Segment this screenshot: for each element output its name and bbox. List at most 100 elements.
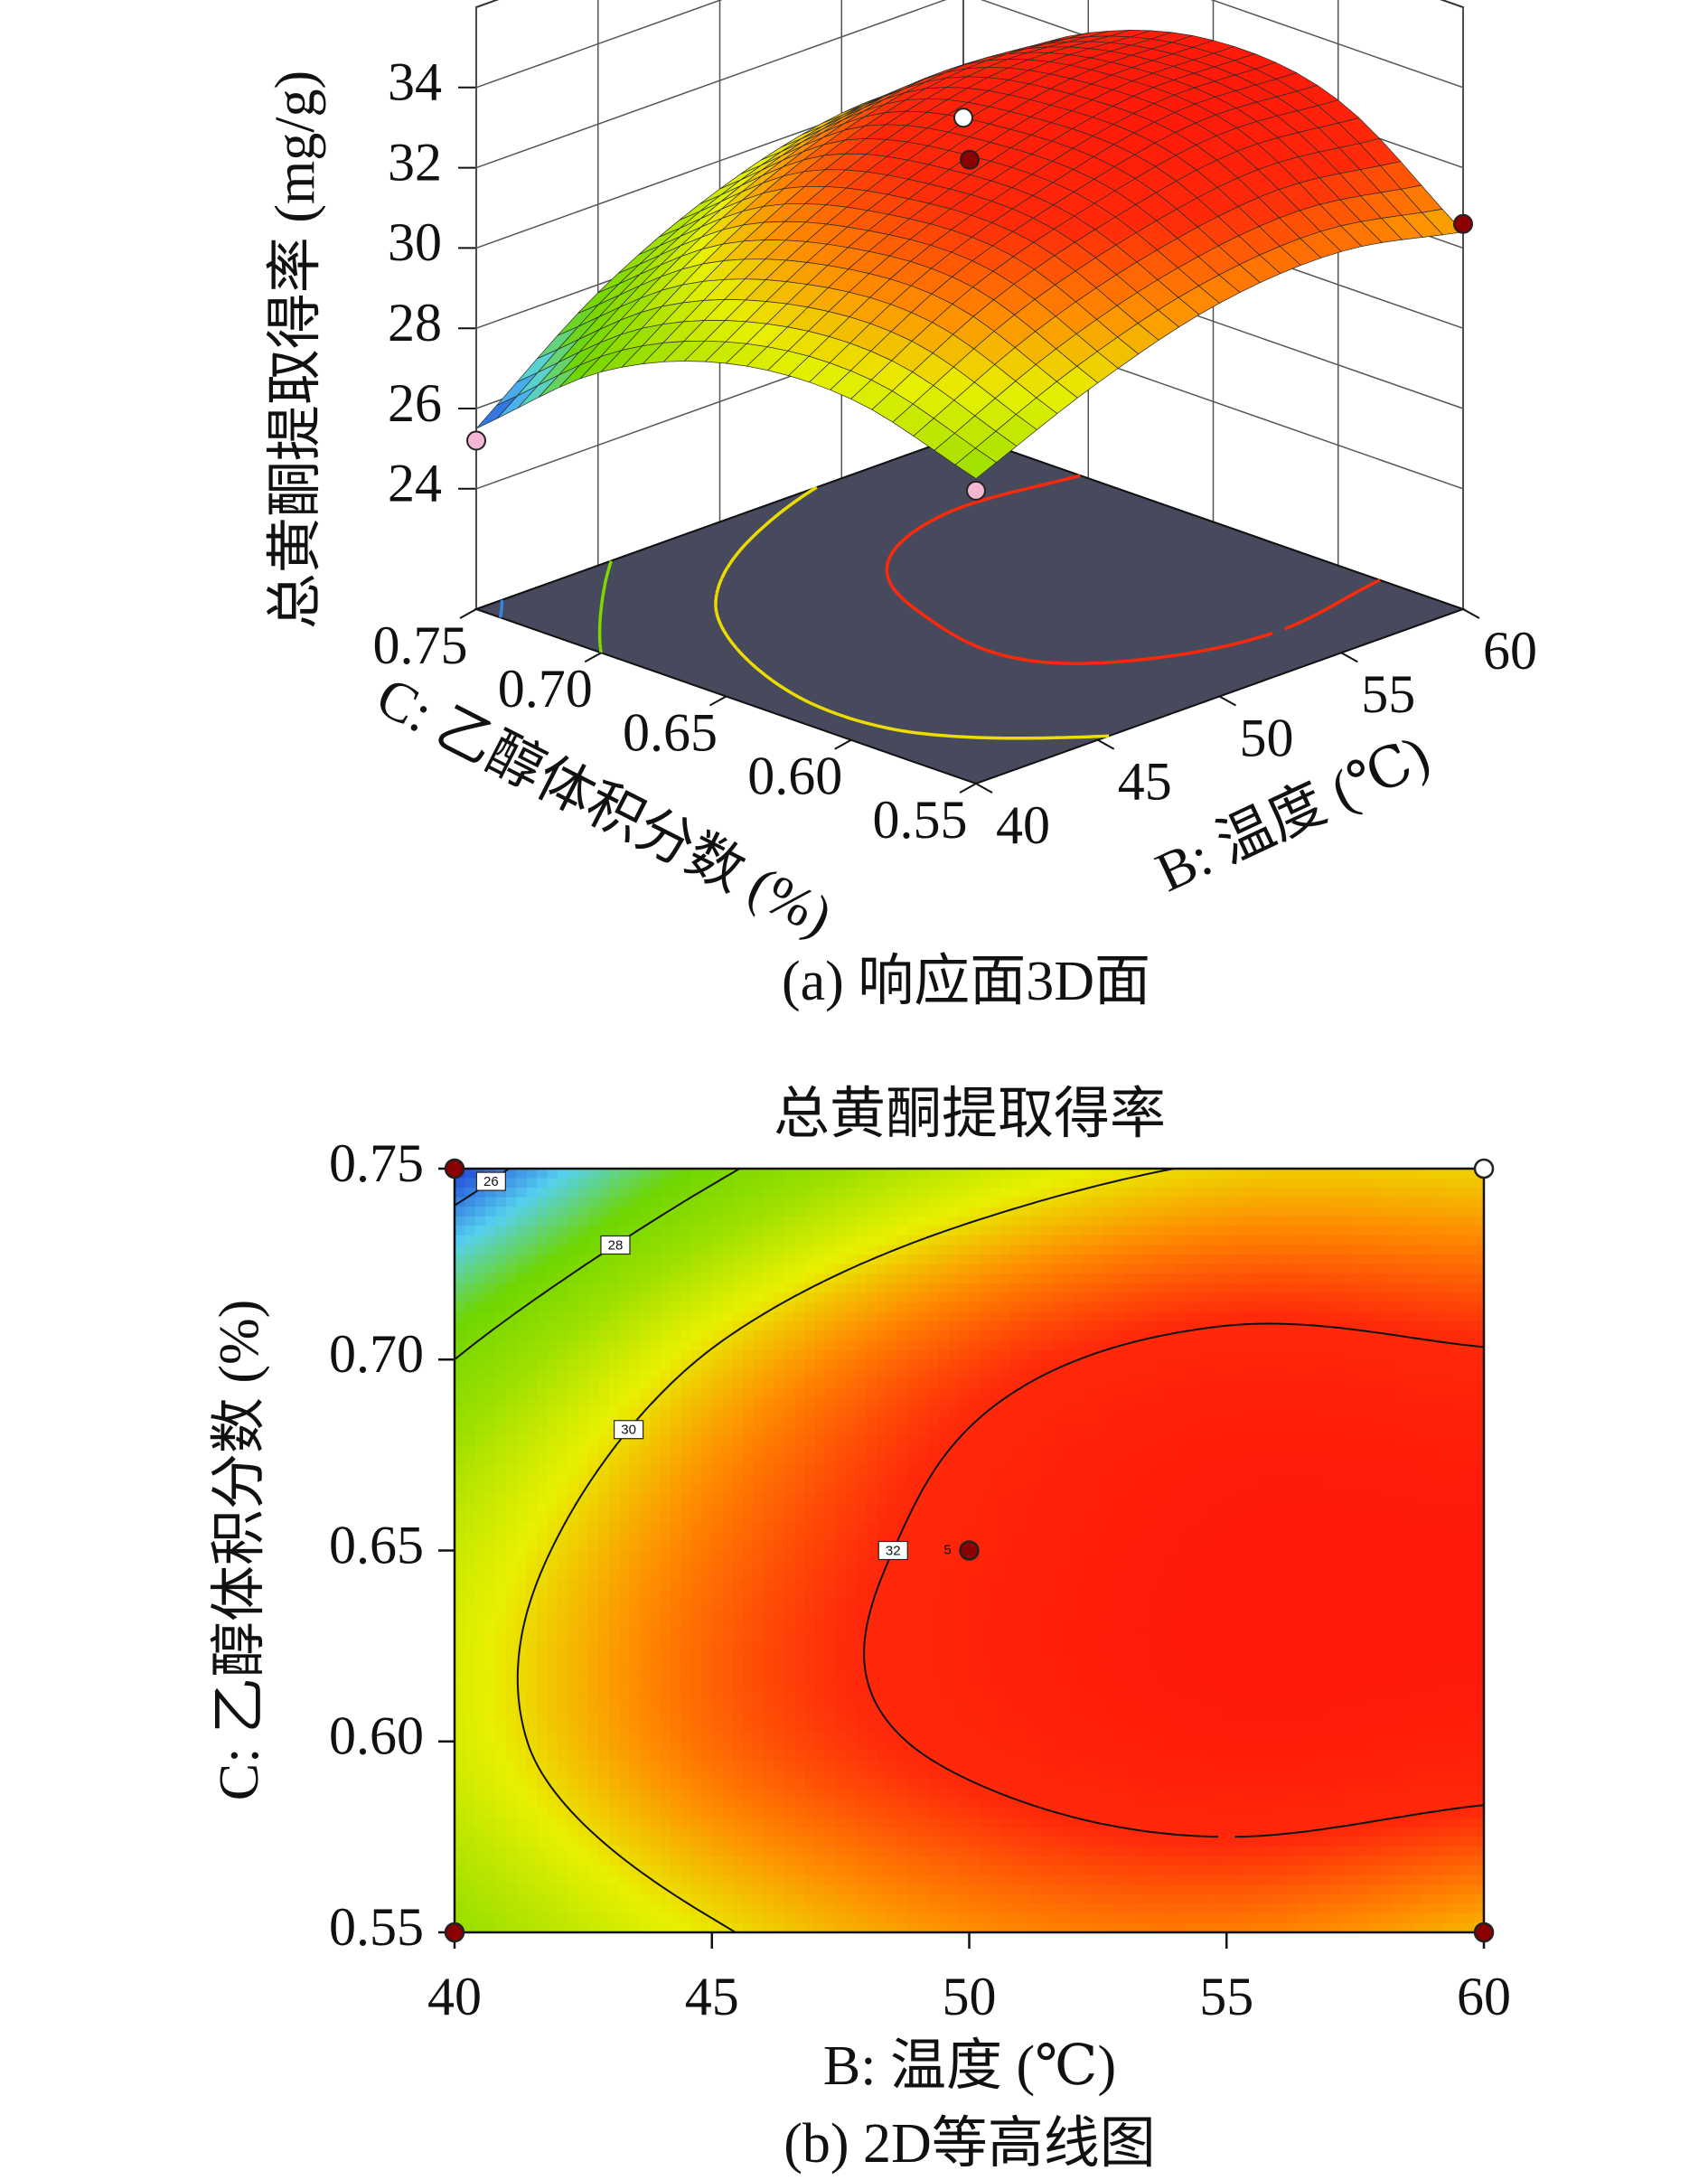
heat-cell [1093, 1540, 1104, 1552]
heat-cell [753, 1178, 765, 1189]
heat-cell [793, 1445, 805, 1456]
heat-cell [629, 1387, 641, 1399]
heat-cell [588, 1330, 600, 1341]
heat-cell [1309, 1264, 1320, 1274]
heat-cell [1412, 1301, 1423, 1313]
heat-cell [1030, 1359, 1042, 1370]
heat-cell [495, 1349, 507, 1360]
heat-cell [1112, 1169, 1124, 1179]
heat-cell [722, 1292, 734, 1303]
heat-cell [568, 1216, 579, 1226]
heat-cell [927, 1245, 939, 1255]
heat-cell [763, 1349, 774, 1360]
heat-cell [1020, 1368, 1032, 1379]
heat-cell [742, 1579, 754, 1590]
heat-cell [1257, 1531, 1269, 1542]
heat-cell [917, 1169, 929, 1179]
heat-cell [774, 1540, 785, 1552]
heat-cell [1247, 1569, 1259, 1580]
heat-cell [690, 1235, 702, 1246]
heat-cell [1339, 1292, 1351, 1303]
heat-cell [690, 1435, 702, 1446]
heat-cell [577, 1579, 589, 1590]
heat-cell [577, 1197, 589, 1207]
heat-cell [1226, 1216, 1238, 1226]
heat-cell [722, 1540, 734, 1552]
heat-cell [608, 1330, 620, 1341]
heat-cell [866, 1531, 877, 1542]
heat-cell [1329, 1368, 1341, 1379]
heat-cell [907, 1387, 919, 1399]
heat-cell [465, 1416, 476, 1427]
heat-cell [1206, 1254, 1217, 1265]
heat-cell [1278, 1483, 1290, 1494]
heat-cell [671, 1378, 682, 1389]
heat-cell [1123, 1264, 1135, 1274]
heat-cell [568, 1464, 579, 1475]
heat-cell [619, 1407, 631, 1418]
heat-cell [1072, 1330, 1084, 1341]
heat-cell [1412, 1340, 1423, 1351]
heat-cell [722, 1178, 734, 1189]
heat-cell [1236, 1321, 1248, 1332]
heat-cell [557, 1264, 568, 1274]
heat-cell [1123, 1330, 1135, 1341]
heat-cell [793, 1579, 805, 1590]
heat-cell [1329, 1359, 1341, 1370]
heat-cell [516, 1330, 528, 1341]
heat-cell [1267, 1283, 1279, 1293]
design-point [1453, 213, 1473, 234]
heat-cell [1206, 1340, 1217, 1351]
heat-cell [990, 1197, 1001, 1207]
heat-cell [1144, 1521, 1156, 1532]
heat-cell [1349, 1426, 1361, 1437]
heat-cell [825, 1531, 837, 1542]
heat-cell [979, 1273, 990, 1284]
surface [475, 30, 1464, 480]
heat-cell [640, 1207, 652, 1217]
heat-cell [671, 1493, 682, 1504]
heat-cell [856, 1178, 868, 1189]
heat-cell [979, 1188, 990, 1198]
heat-cell [1391, 1397, 1403, 1408]
heat-cell [557, 1301, 568, 1313]
heat-cell [990, 1273, 1001, 1284]
heat-cell [1215, 1226, 1227, 1236]
heat-cell [1319, 1483, 1330, 1494]
z-tick-label: 24 [388, 454, 442, 513]
heat-cell [1010, 1197, 1022, 1207]
heat-cell [969, 1435, 981, 1446]
heat-cell [784, 1321, 795, 1332]
heat-cell [640, 1273, 652, 1284]
heat-cell [999, 1359, 1011, 1370]
heat-cell [917, 1264, 929, 1274]
heat-cell [1349, 1512, 1361, 1523]
heat-cell [1432, 1368, 1444, 1379]
heat-cell [505, 1197, 517, 1207]
heat-cell [598, 1340, 610, 1351]
heat-cell [568, 1540, 579, 1552]
heat-cell [866, 1216, 877, 1226]
heat-cell [1442, 1493, 1454, 1504]
heat-cell [825, 1550, 837, 1561]
heat-cell [1154, 1311, 1166, 1322]
heat-cell [1175, 1521, 1187, 1532]
heat-cell [1391, 1207, 1403, 1217]
heat-cell [1154, 1292, 1166, 1303]
heat-cell [1319, 1216, 1330, 1226]
heat-cell [1062, 1550, 1073, 1561]
heat-cell [1236, 1483, 1248, 1494]
heat-cell [547, 1502, 558, 1513]
heat-cell [917, 1292, 929, 1303]
heat-cell [763, 1207, 774, 1217]
heat-cell [722, 1426, 734, 1437]
heat-cell [742, 1397, 754, 1408]
heat-cell [557, 1502, 568, 1513]
heat-cell [999, 1197, 1011, 1207]
heat-cell [537, 1445, 549, 1456]
heat-cell [959, 1464, 971, 1475]
heat-cell [938, 1292, 950, 1303]
heat-cell [671, 1569, 682, 1580]
heat-cell [979, 1301, 990, 1313]
